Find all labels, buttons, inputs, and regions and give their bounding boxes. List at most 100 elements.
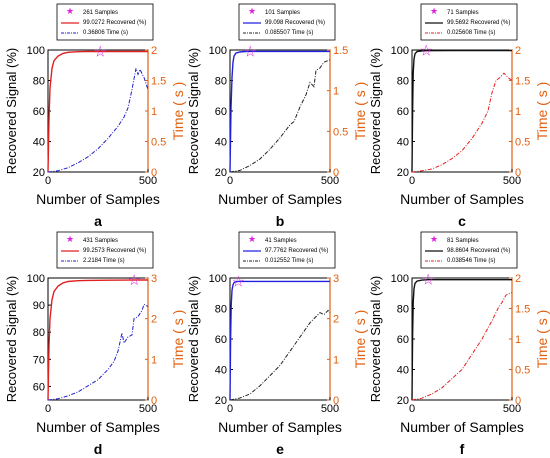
y-tick-label: 100 [27,273,45,285]
x-tick-label: 0 [409,175,415,187]
y-tick-label: 60 [397,106,409,118]
series-recovered-line [229,280,330,401]
y2-axis-label: Time ( s ) [352,82,368,141]
y-tick-label: 40 [215,137,227,149]
legend-entry: 99.5692 Recovered (%) [447,20,510,26]
plot-frame [47,277,149,401]
series-recovered-line [47,50,148,173]
y-tick-label: 80 [33,76,45,88]
series-recovered-line [411,279,512,401]
y2-axis-label: Time ( s ) [534,310,550,369]
y2-tick-label: 0.5 [151,137,166,149]
legend-entry: 0.085507 Time (s) [265,30,313,36]
star-marker: ☆ [231,273,244,290]
legend-entry: 261 Samples [83,10,118,16]
y-axis-label: Recovered Signal (%) [4,276,19,402]
y2-tick-label: 3 [151,273,157,285]
legend-entry: 0.025608 Time (s) [447,30,495,36]
x-tick-label: 0 [45,403,51,415]
y-tick-label: 100 [209,45,227,57]
x-tick-label: 500 [503,175,521,187]
legend: ★ 431 Samples 99.2573 Recovered (%) 2.2184 … [56,231,154,269]
y-tick-label: 60 [215,334,227,346]
x-axis-label: Number of Samples [218,419,342,435]
legend-box [238,3,336,41]
legend-box [238,231,336,269]
x-axis-label: Number of Samples [400,419,524,435]
y-tick-label: 80 [215,304,227,316]
legend-entry: 0.012552 Time (s) [265,258,313,264]
y-axis-label: Recovered Signal (%) [186,276,201,402]
legend-star-swatch: ★ [430,6,438,16]
legend: ★ 261 Samples 99.0272 Recovered (%) 0.36806… [56,3,154,41]
y2-tick-label: 1.5 [151,76,166,88]
y2-tick-label: 0.5 [515,365,530,377]
plot-frame [47,49,149,173]
y-axis-label: Recovered Signal (%) [368,48,383,174]
y2-tick-label: 0.5 [515,137,530,149]
y-tick-label: 80 [215,76,227,88]
y2-tick-label: 2 [515,273,521,285]
x-tick-label: 0 [227,403,233,415]
plot-frame [411,49,513,173]
y-tick-label: 80 [397,304,409,316]
y2-tick-label: 1 [151,354,157,366]
y-tick-label: 100 [391,45,409,57]
series-time-line [229,309,331,401]
y-tick-label: 60 [397,334,409,346]
plot-frame [229,277,331,401]
y-axis-label: Recovered Signal (%) [4,48,19,174]
y2-axis-label: Time ( s ) [352,310,368,369]
x-axis-label: Number of Samples [218,191,342,207]
series-time-line [47,68,149,173]
x-axis-label: Number of Samples [400,191,524,207]
legend-entry: 99.0272 Recovered (%) [83,20,146,26]
legend-box [56,3,154,41]
x-tick-label: 500 [139,175,157,187]
series-recovered-line [411,49,512,173]
y-axis-label: Recovered Signal (%) [186,48,201,174]
star-marker: ☆ [243,43,256,60]
y2-tick-label: 1 [333,354,339,366]
y-tick-label: 80 [397,76,409,88]
legend-entry: 41 Samples [265,238,297,244]
legend-star-swatch: ★ [430,234,438,244]
y2-axis-label: Time ( s ) [170,310,186,369]
star-marker: ☆ [93,43,106,60]
y-tick-label: 100 [391,273,409,285]
y-tick-label: 20 [33,167,45,179]
legend-box [420,231,518,269]
y-tick-label: 60 [33,106,45,118]
legend-star-swatch: ★ [66,234,74,244]
y-tick-label: 100 [27,45,45,57]
y2-tick-label: 0 [515,395,521,407]
legend-entry: 99.098 Recovered (%) [265,20,325,26]
x-tick-label: 0 [227,175,233,187]
legend-entry: 97.7762 Recovered (%) [265,248,328,254]
y-axis-label: Recovered Signal (%) [368,276,383,402]
panel-label: b [276,213,285,229]
y2-tick-label: 2 [333,314,339,326]
y-tick-label: 80 [33,327,45,339]
x-tick-label: 500 [321,403,339,415]
y-tick-label: 20 [397,167,409,179]
y2-tick-label: 2 [515,45,521,57]
y-tick-label: 60 [215,106,227,118]
y2-tick-label: 1 [515,334,521,346]
y-tick-label: 40 [397,365,409,377]
plot-frame [229,49,331,173]
legend-entry: 71 Samples [447,10,479,16]
star-marker: ☆ [419,43,432,60]
series-recovered-line [229,50,330,173]
legend-star-swatch: ★ [248,234,256,244]
y-tick-label: 20 [397,395,409,407]
y2-tick-label: 0 [151,395,157,407]
y2-tick-label: 2 [151,314,157,326]
y2-tick-label: 1.5 [515,304,530,316]
legend-entry: 431 Samples [83,238,118,244]
